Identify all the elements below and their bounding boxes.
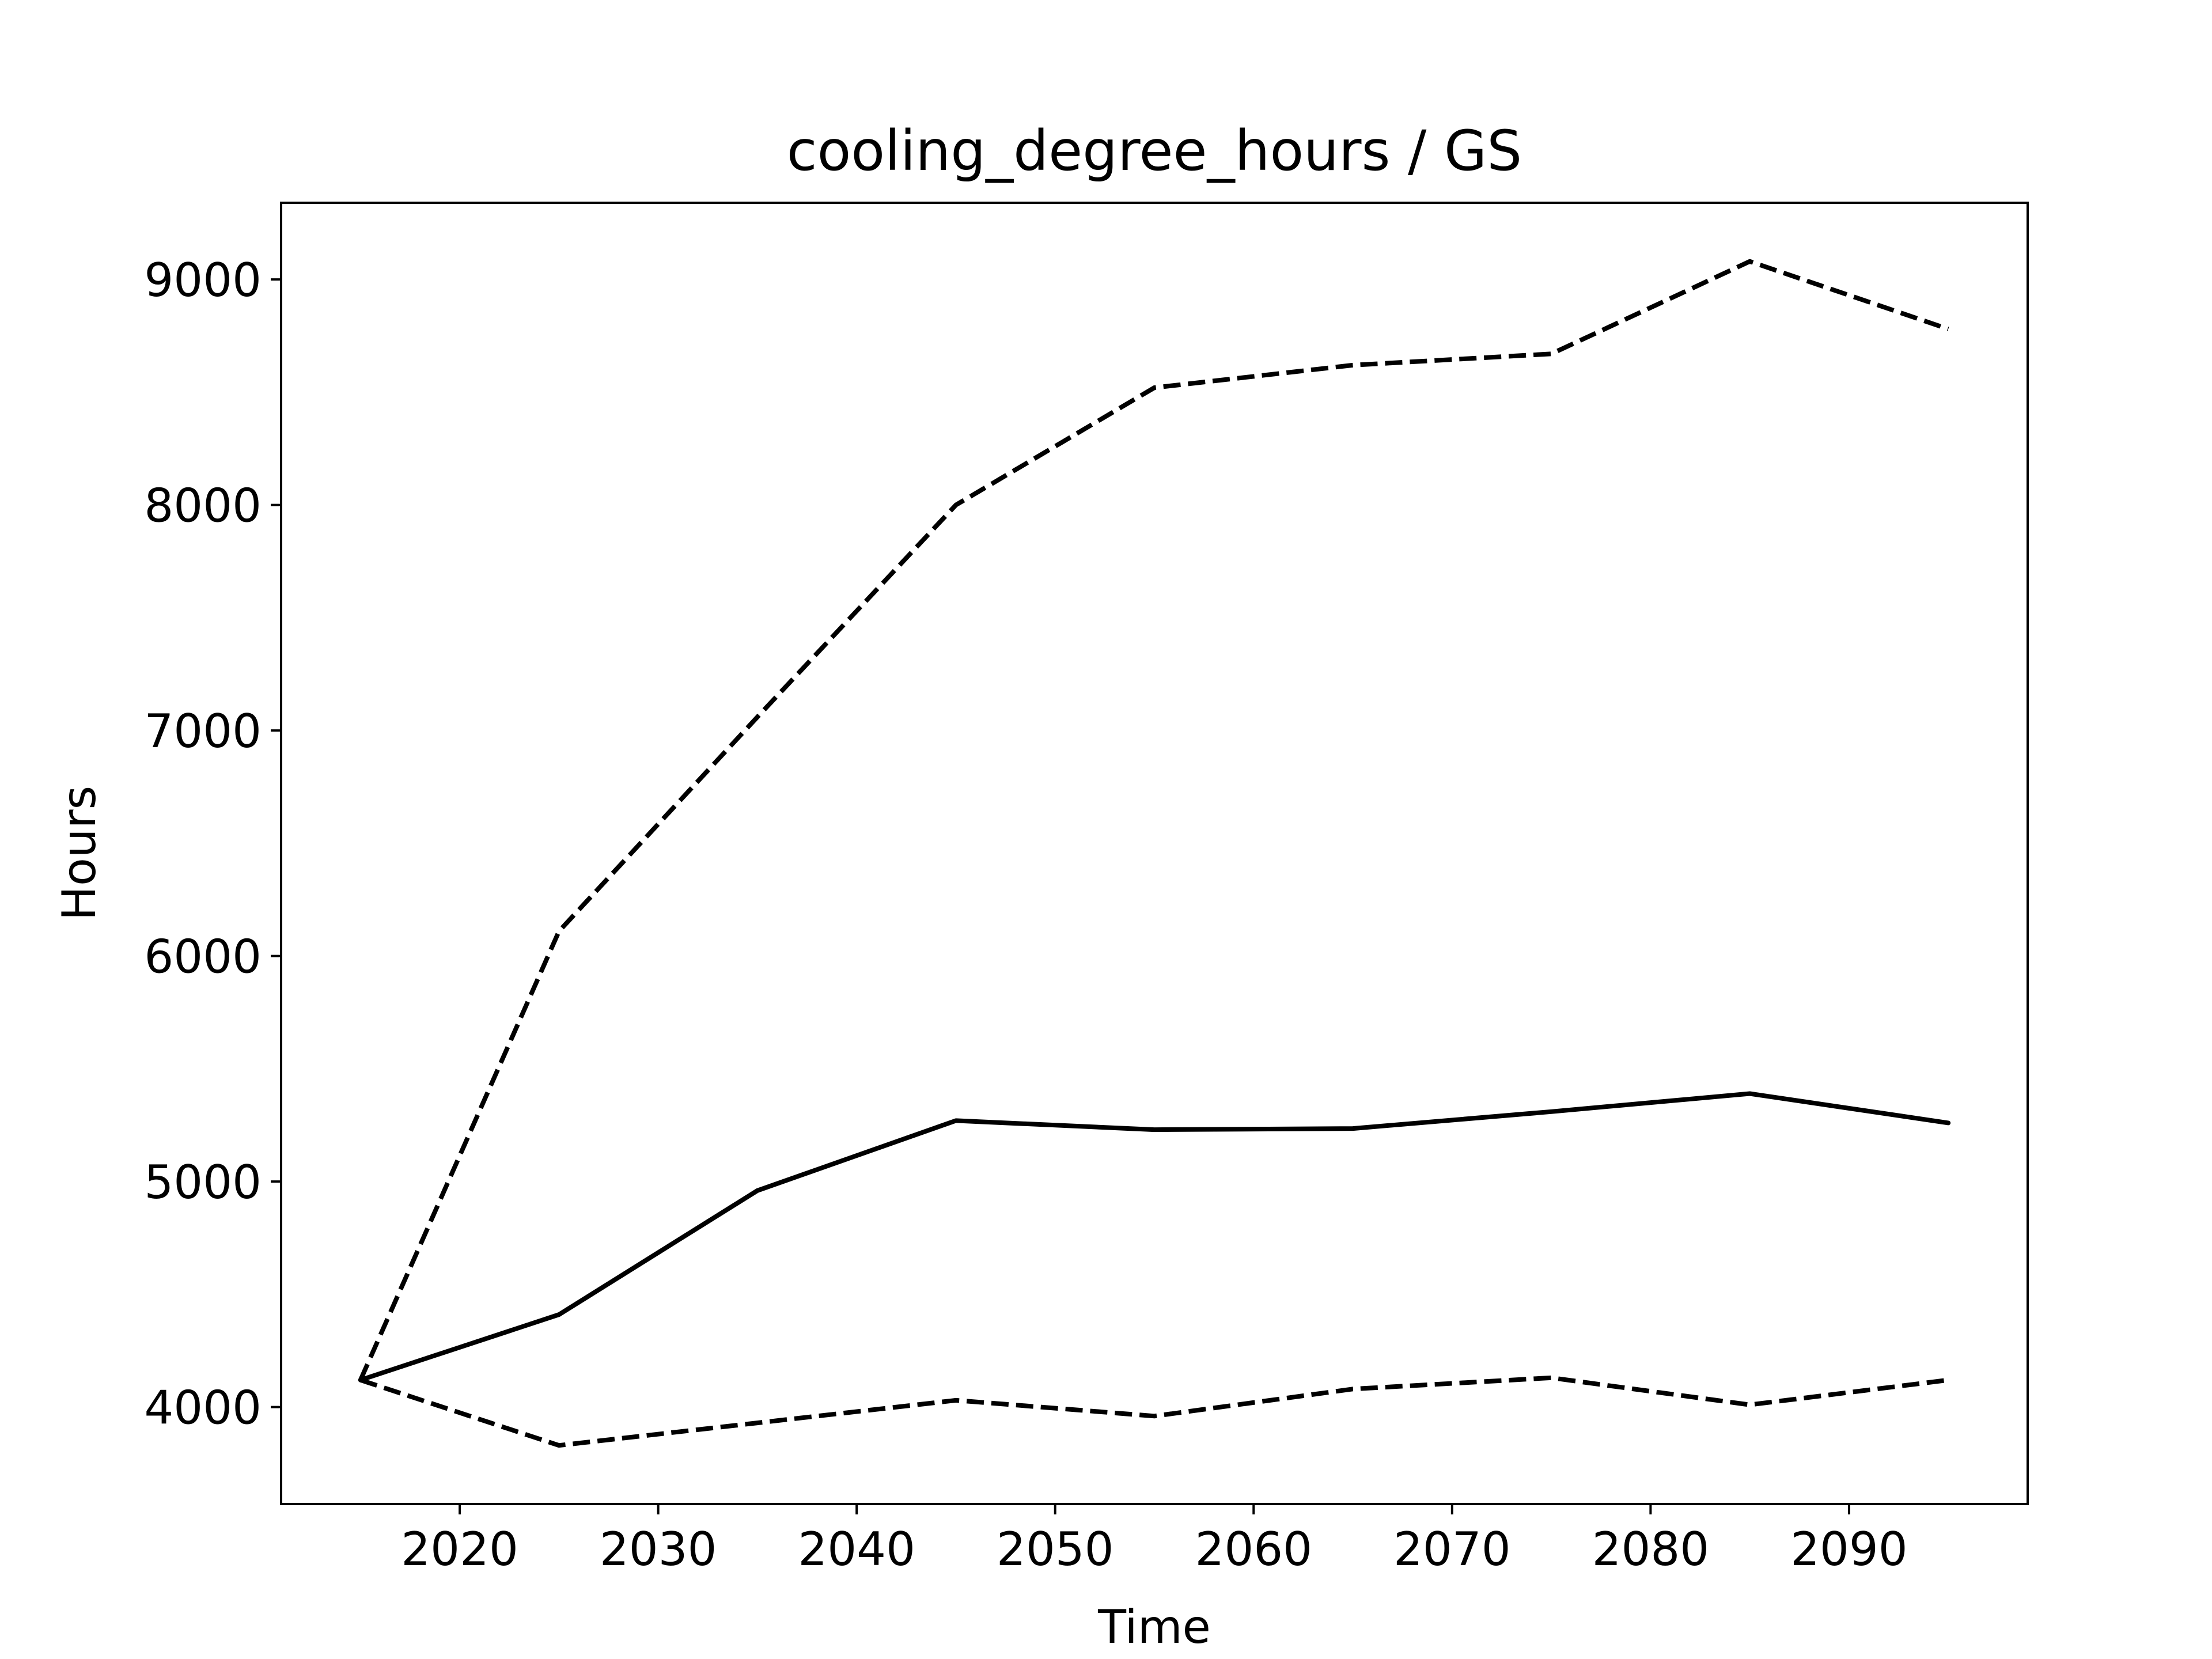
series-group <box>358 259 1951 1448</box>
y-tick-label: 9000 <box>144 253 262 307</box>
y-tick-label: 7000 <box>144 704 262 758</box>
series-line-central <box>358 1091 1951 1382</box>
x-axis-label: Time <box>1097 1600 1211 1654</box>
x-tick-label: 2050 <box>997 1522 1114 1576</box>
y-tick-label: 6000 <box>144 930 262 984</box>
y-tick-label: 5000 <box>144 1156 262 1209</box>
y-tick-label: 8000 <box>144 479 262 533</box>
x-tick-label: 2040 <box>798 1522 915 1576</box>
x-tick-label: 2060 <box>1195 1522 1312 1576</box>
y-axis: 4000 5000 6000 7000 8000 9000 <box>144 253 281 1435</box>
series-line-upper-bound <box>358 259 1949 1381</box>
x-tick-label: 2080 <box>1592 1522 1710 1576</box>
x-axis: 2020 2030 2040 2050 2060 2070 2080 2090 <box>401 1504 1908 1576</box>
x-tick-label: 2020 <box>401 1522 518 1576</box>
plot-frame <box>280 202 2029 1505</box>
y-tick-label: 4000 <box>144 1381 262 1435</box>
x-tick-label: 2030 <box>600 1522 717 1576</box>
series-line-lower-bound <box>359 1375 1949 1448</box>
chart-title: cooling_degree_hours / GS <box>787 119 1522 183</box>
y-axis-label: Hours <box>52 786 106 921</box>
x-tick-label: 2070 <box>1393 1522 1511 1576</box>
x-tick-label: 2090 <box>1790 1522 1908 1576</box>
